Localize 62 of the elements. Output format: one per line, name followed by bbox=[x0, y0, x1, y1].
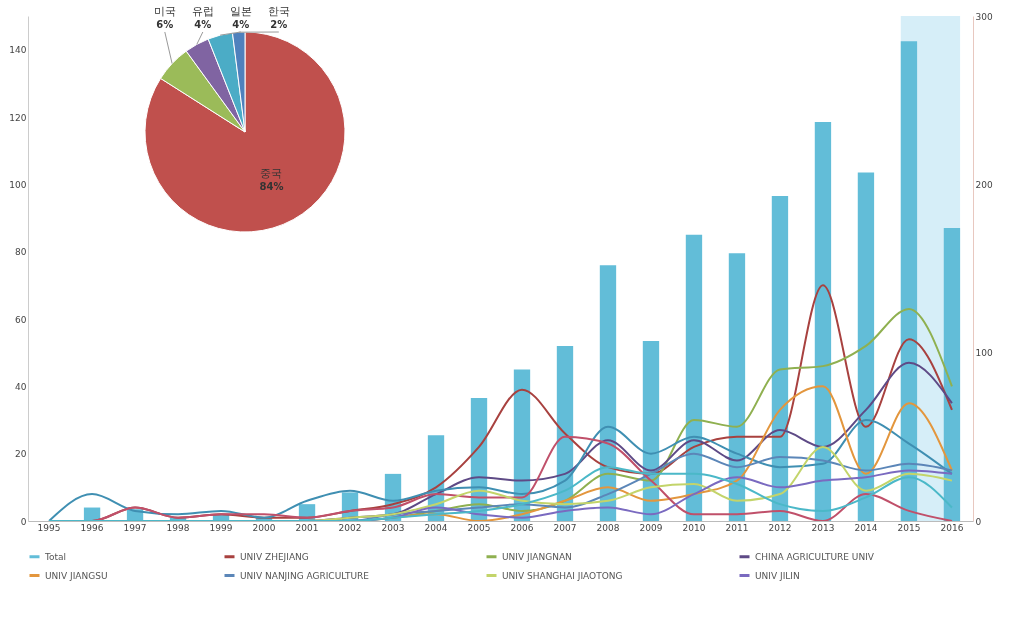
y-tick-label: 60 bbox=[15, 314, 27, 325]
line-series bbox=[48, 419, 953, 522]
bar bbox=[599, 265, 617, 521]
legend-label: UNIV JIANGSU bbox=[45, 570, 108, 581]
legend-label: CHINA AGRICULTURE UNIV bbox=[755, 551, 875, 562]
bar bbox=[943, 228, 961, 521]
x-tick-label: 2014 bbox=[854, 522, 878, 533]
y2-tick-label: 300 bbox=[975, 11, 993, 22]
slice-label: 중국 bbox=[260, 167, 283, 181]
data-label: 6% bbox=[156, 19, 174, 30]
x-tick-label: 2013 bbox=[811, 522, 835, 533]
y-tick-label: 100 bbox=[9, 179, 27, 190]
data-label: 84% bbox=[259, 181, 284, 193]
x-tick-label: 2012 bbox=[768, 522, 792, 533]
x-tick-label: 2007 bbox=[553, 522, 577, 533]
y-tick-label: 20 bbox=[15, 449, 27, 460]
y-tick-label: 120 bbox=[9, 112, 27, 123]
y-tick-label: 40 bbox=[15, 381, 27, 392]
bar bbox=[814, 122, 832, 521]
data-label: 4% bbox=[194, 19, 212, 30]
y2-tick-label: 0 bbox=[975, 516, 982, 527]
slice-label: 미국 bbox=[153, 5, 176, 18]
x-tick-label: 1998 bbox=[166, 522, 190, 533]
legend-label: UNIV SHANGHAI JIAOTONG bbox=[502, 570, 623, 581]
x-tick-label: 2006 bbox=[510, 522, 534, 533]
x-tick-label: 2010 bbox=[682, 522, 706, 533]
x-tick-label: 1997 bbox=[123, 522, 147, 533]
bar bbox=[728, 253, 746, 521]
x-tick-label: 2011 bbox=[725, 522, 749, 533]
y-tick-label: 140 bbox=[9, 45, 27, 56]
x-tick-label: 2000 bbox=[252, 522, 276, 533]
x-tick-label: 1999 bbox=[209, 522, 233, 533]
bar bbox=[771, 196, 789, 521]
x-tick-label: 2015 bbox=[897, 522, 921, 533]
legend-label: Total bbox=[44, 551, 67, 562]
legend-label: UNIV JIANGNAN bbox=[502, 551, 572, 562]
x-tick-label: 1995 bbox=[37, 522, 61, 533]
y-tick-label: 80 bbox=[15, 247, 27, 258]
y2-tick-label: 200 bbox=[975, 179, 993, 190]
x-tick-label: 2001 bbox=[295, 522, 319, 533]
slice-label: 일본 bbox=[229, 5, 252, 18]
bar bbox=[857, 172, 875, 521]
bar bbox=[685, 234, 703, 521]
x-tick-label: 2003 bbox=[381, 522, 405, 533]
slice-label: 유럽 bbox=[191, 5, 214, 18]
x-tick-label: 2004 bbox=[424, 522, 448, 533]
data-label: 2% bbox=[270, 19, 288, 30]
x-tick-label: 2016 bbox=[940, 522, 964, 533]
x-tick-label: 2002 bbox=[338, 522, 362, 533]
x-tick-label: 1996 bbox=[80, 522, 104, 533]
x-tick-label: 2009 bbox=[639, 522, 663, 533]
y-tick-label: 0 bbox=[20, 516, 27, 527]
x-tick-label: 2008 bbox=[596, 522, 620, 533]
bar bbox=[900, 41, 918, 521]
slice-label: 한국 bbox=[267, 5, 290, 18]
pie-slice bbox=[144, 31, 346, 233]
x-tick-label: 2005 bbox=[467, 522, 491, 533]
y2-tick-label: 100 bbox=[975, 348, 993, 359]
legend-label: UNIV JILIN bbox=[755, 570, 800, 581]
data-label: 4% bbox=[232, 19, 250, 30]
legend-label: UNIV ZHEJIANG bbox=[240, 551, 309, 562]
legend-label: UNIV NANJING AGRICULTURE bbox=[240, 570, 370, 581]
